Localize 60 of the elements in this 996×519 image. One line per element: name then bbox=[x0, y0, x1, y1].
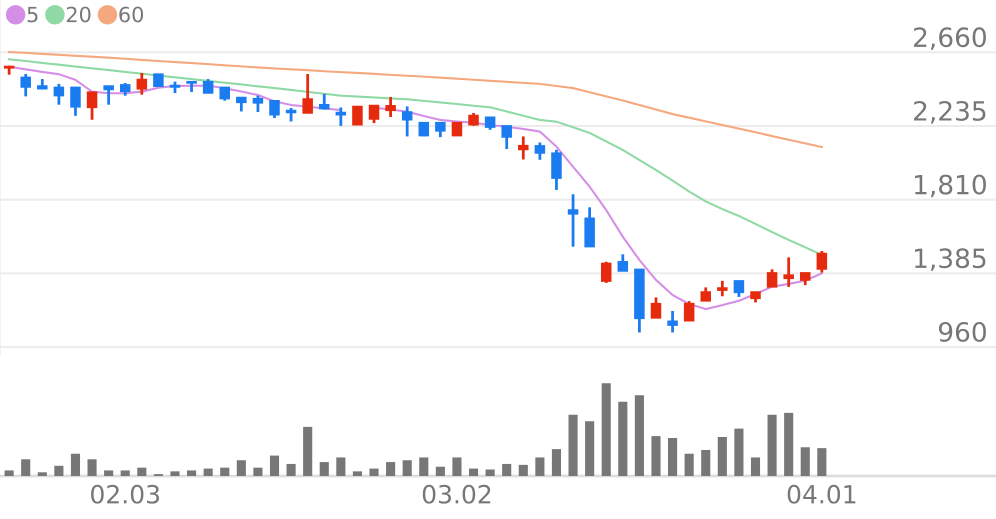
bar bbox=[54, 466, 64, 476]
bar bbox=[21, 459, 30, 476]
x-tick-label: 03.02 bbox=[422, 484, 490, 504]
bar bbox=[784, 412, 794, 476]
bar bbox=[386, 462, 396, 476]
bar bbox=[535, 457, 544, 476]
bar bbox=[419, 457, 428, 476]
x-tick-label: 04.01 bbox=[788, 484, 856, 504]
bar bbox=[718, 437, 727, 476]
bar bbox=[684, 454, 694, 476]
bar bbox=[651, 436, 661, 476]
bar bbox=[4, 470, 14, 476]
bar bbox=[468, 468, 478, 476]
bar bbox=[187, 470, 196, 476]
bar bbox=[602, 383, 611, 476]
bar bbox=[701, 450, 710, 476]
bar bbox=[336, 457, 346, 476]
bar bbox=[120, 470, 130, 476]
bar bbox=[320, 462, 329, 476]
bar bbox=[486, 470, 495, 476]
bar bbox=[402, 460, 412, 476]
bar bbox=[800, 447, 810, 476]
bar bbox=[270, 456, 280, 476]
bar bbox=[634, 395, 644, 476]
legend-label: 20 bbox=[66, 6, 90, 22]
bar bbox=[734, 428, 744, 476]
bar bbox=[585, 421, 594, 476]
bar bbox=[253, 468, 262, 476]
bar bbox=[817, 448, 826, 476]
bar bbox=[286, 464, 296, 476]
bar bbox=[38, 472, 47, 476]
bar bbox=[87, 459, 97, 476]
bar bbox=[750, 457, 760, 476]
bar bbox=[369, 468, 379, 476]
legend-label: 5 bbox=[28, 6, 38, 22]
y-tick-label: 960 bbox=[938, 322, 986, 342]
legend-label: 60 bbox=[119, 6, 144, 22]
bar bbox=[518, 464, 528, 476]
bar bbox=[220, 468, 230, 476]
bar bbox=[618, 402, 628, 476]
bar bbox=[436, 466, 445, 476]
bar bbox=[768, 414, 777, 476]
y-tick-label: 1,810 bbox=[915, 174, 986, 198]
x-tick-label: 02.03 bbox=[91, 484, 160, 504]
bar bbox=[352, 471, 362, 476]
y-tick-label: 1,385 bbox=[915, 248, 986, 271]
bar bbox=[552, 449, 562, 476]
bar bbox=[137, 468, 146, 476]
bar bbox=[104, 470, 114, 476]
bar bbox=[70, 454, 80, 476]
bar bbox=[204, 468, 213, 476]
bar bbox=[452, 457, 462, 476]
bar bbox=[502, 464, 512, 476]
bar bbox=[236, 460, 246, 476]
bar bbox=[170, 471, 180, 476]
bar bbox=[303, 426, 312, 476]
y-tick-label: 2,235 bbox=[914, 100, 986, 124]
bar bbox=[668, 438, 678, 476]
y-tick-label: 2,660 bbox=[914, 27, 986, 50]
bar bbox=[568, 414, 578, 476]
